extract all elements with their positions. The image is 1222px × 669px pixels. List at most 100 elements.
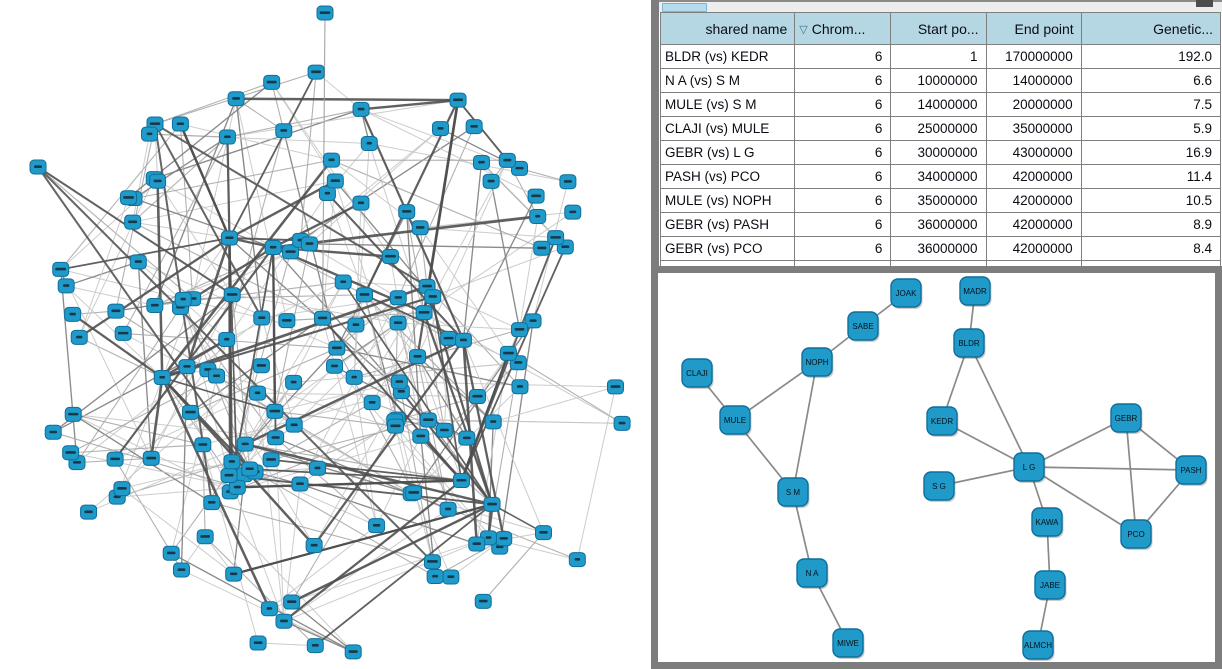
hairball-node[interactable] — [352, 195, 370, 211]
hairball-node[interactable] — [323, 152, 341, 168]
cell-value[interactable]: 42000000 — [985, 164, 1082, 189]
hairball-node[interactable] — [439, 501, 457, 517]
network-node-noph[interactable]: NOPH — [801, 347, 834, 378]
hairball-node[interactable] — [387, 418, 405, 434]
hairball-node[interactable] — [472, 154, 490, 170]
cell-value[interactable]: 6.6 — [1080, 68, 1222, 93]
hairball-node[interactable] — [223, 454, 241, 470]
hairball-node[interactable] — [267, 430, 285, 446]
hairball-node[interactable] — [547, 230, 565, 246]
network-node-gebr[interactable]: GEBR — [1110, 403, 1143, 434]
cell-shared-name[interactable]: BLDR (vs) KEDR — [659, 44, 796, 69]
network-node-madr[interactable]: MADR — [959, 276, 992, 307]
network-node-l-g[interactable]: L G — [1013, 452, 1046, 483]
hairball-node[interactable] — [334, 274, 352, 290]
hairball-node[interactable] — [352, 101, 370, 117]
hairball-node[interactable] — [278, 313, 296, 329]
hairball-node[interactable] — [275, 613, 293, 629]
hairball-node[interactable] — [282, 244, 300, 260]
hairball-node[interactable] — [44, 424, 62, 440]
hairball-node[interactable] — [458, 430, 476, 446]
hairball-node[interactable] — [368, 518, 386, 534]
hairball-node[interactable] — [498, 152, 516, 168]
hairball-node[interactable] — [316, 5, 334, 21]
cell-value[interactable]: 36000000 — [890, 212, 987, 237]
hairball-node[interactable] — [409, 349, 427, 365]
network-edge-l-g-gebr[interactable] — [1028, 417, 1127, 468]
hairball-node[interactable] — [113, 481, 131, 497]
cell-value[interactable]: 6 — [794, 236, 892, 261]
cell-value[interactable]: 42000000 — [985, 212, 1082, 237]
hairball-node[interactable] — [220, 468, 238, 484]
network-edge-gebr-pco[interactable] — [1125, 417, 1137, 535]
cell-value[interactable]: 7.5 — [1080, 92, 1222, 117]
overview-network-canvas[interactable] — [0, 0, 651, 669]
hairball-node[interactable] — [314, 310, 332, 326]
hairball-node[interactable] — [363, 395, 381, 411]
cell-value[interactable]: 16.9 — [1080, 140, 1222, 165]
hairball-node[interactable] — [529, 208, 547, 224]
hairball-node[interactable] — [285, 417, 303, 433]
hairball-node[interactable] — [241, 461, 259, 477]
cell-value[interactable]: 192.0 — [1080, 44, 1222, 69]
hairball-node[interactable] — [124, 214, 142, 230]
hairball-node[interactable] — [390, 374, 408, 390]
network-node-n-a[interactable]: N A — [796, 558, 829, 589]
hairball-node[interactable] — [171, 116, 189, 132]
network-node-kedr[interactable]: KEDR — [926, 406, 959, 437]
network-node-miwe[interactable]: MIWE — [832, 628, 865, 659]
hairball-node[interactable] — [326, 358, 344, 374]
hairball-node[interactable] — [308, 460, 326, 476]
column-header-chrom[interactable]: ▽ Chrom... — [794, 12, 892, 45]
hairball-node[interactable] — [411, 220, 429, 236]
hairball-node[interactable] — [300, 236, 318, 252]
hairball-node[interactable] — [141, 126, 159, 142]
cell-value[interactable]: 10.5 — [1080, 188, 1222, 213]
network-node-almch[interactable]: ALMCH — [1022, 630, 1055, 661]
cell-shared-name[interactable]: MULE (vs) S M — [659, 92, 796, 117]
cell-value[interactable]: 8.4 — [1080, 236, 1222, 261]
cell-value[interactable]: 8.9 — [1080, 212, 1222, 237]
hairball-node[interactable] — [415, 305, 433, 321]
column-header-start-po[interactable]: Start po... — [890, 12, 987, 45]
hairball-node[interactable] — [142, 450, 160, 466]
hairball-node[interactable] — [196, 529, 214, 545]
hairball-node[interactable] — [389, 315, 407, 331]
hairball-node[interactable] — [174, 291, 192, 307]
cell-shared-name[interactable]: PASH (vs) PCO — [659, 164, 796, 189]
hairball-node[interactable] — [275, 123, 293, 139]
hairball-node[interactable] — [613, 415, 631, 431]
hairball-node[interactable] — [29, 159, 47, 175]
hairball-node[interactable] — [236, 436, 254, 452]
hairball-node[interactable] — [218, 129, 236, 145]
hairball-node[interactable] — [389, 290, 407, 306]
hairball-node[interactable] — [326, 173, 344, 189]
network-node-claji[interactable]: CLAJI — [681, 358, 714, 389]
network-node-mule[interactable]: MULE — [719, 405, 752, 436]
hairball-node[interactable] — [424, 289, 442, 305]
hairball-node[interactable] — [64, 306, 82, 322]
cell-value[interactable]: 6 — [794, 164, 892, 189]
hairball-node[interactable] — [454, 332, 472, 348]
network-node-joak[interactable]: JOAK — [890, 278, 923, 309]
hairball-node[interactable] — [253, 310, 271, 326]
hairball-node[interactable] — [162, 545, 180, 561]
network-node-jabe[interactable]: JABE — [1034, 570, 1067, 601]
hairball-node[interactable] — [70, 329, 88, 345]
hairball-node[interactable] — [306, 638, 324, 654]
scrollbar-thumb[interactable] — [1196, 0, 1213, 7]
hairball-node[interactable] — [149, 173, 167, 189]
cell-value[interactable]: 30000000 — [890, 140, 987, 165]
hairball-node[interactable] — [107, 303, 125, 319]
hairball-node[interactable] — [64, 406, 82, 422]
network-node-s-m[interactable]: S M — [777, 477, 810, 508]
hairball-node[interactable] — [426, 569, 444, 585]
hairball-node[interactable] — [146, 297, 164, 313]
hairball-node[interactable] — [228, 479, 246, 495]
hairball-node[interactable] — [534, 525, 552, 541]
cell-value[interactable]: 6 — [794, 140, 892, 165]
hairball-node[interactable] — [495, 531, 513, 547]
hairball-node[interactable] — [62, 445, 80, 461]
hairball-node[interactable] — [225, 566, 243, 582]
cell-value[interactable]: 14000000 — [985, 68, 1082, 93]
